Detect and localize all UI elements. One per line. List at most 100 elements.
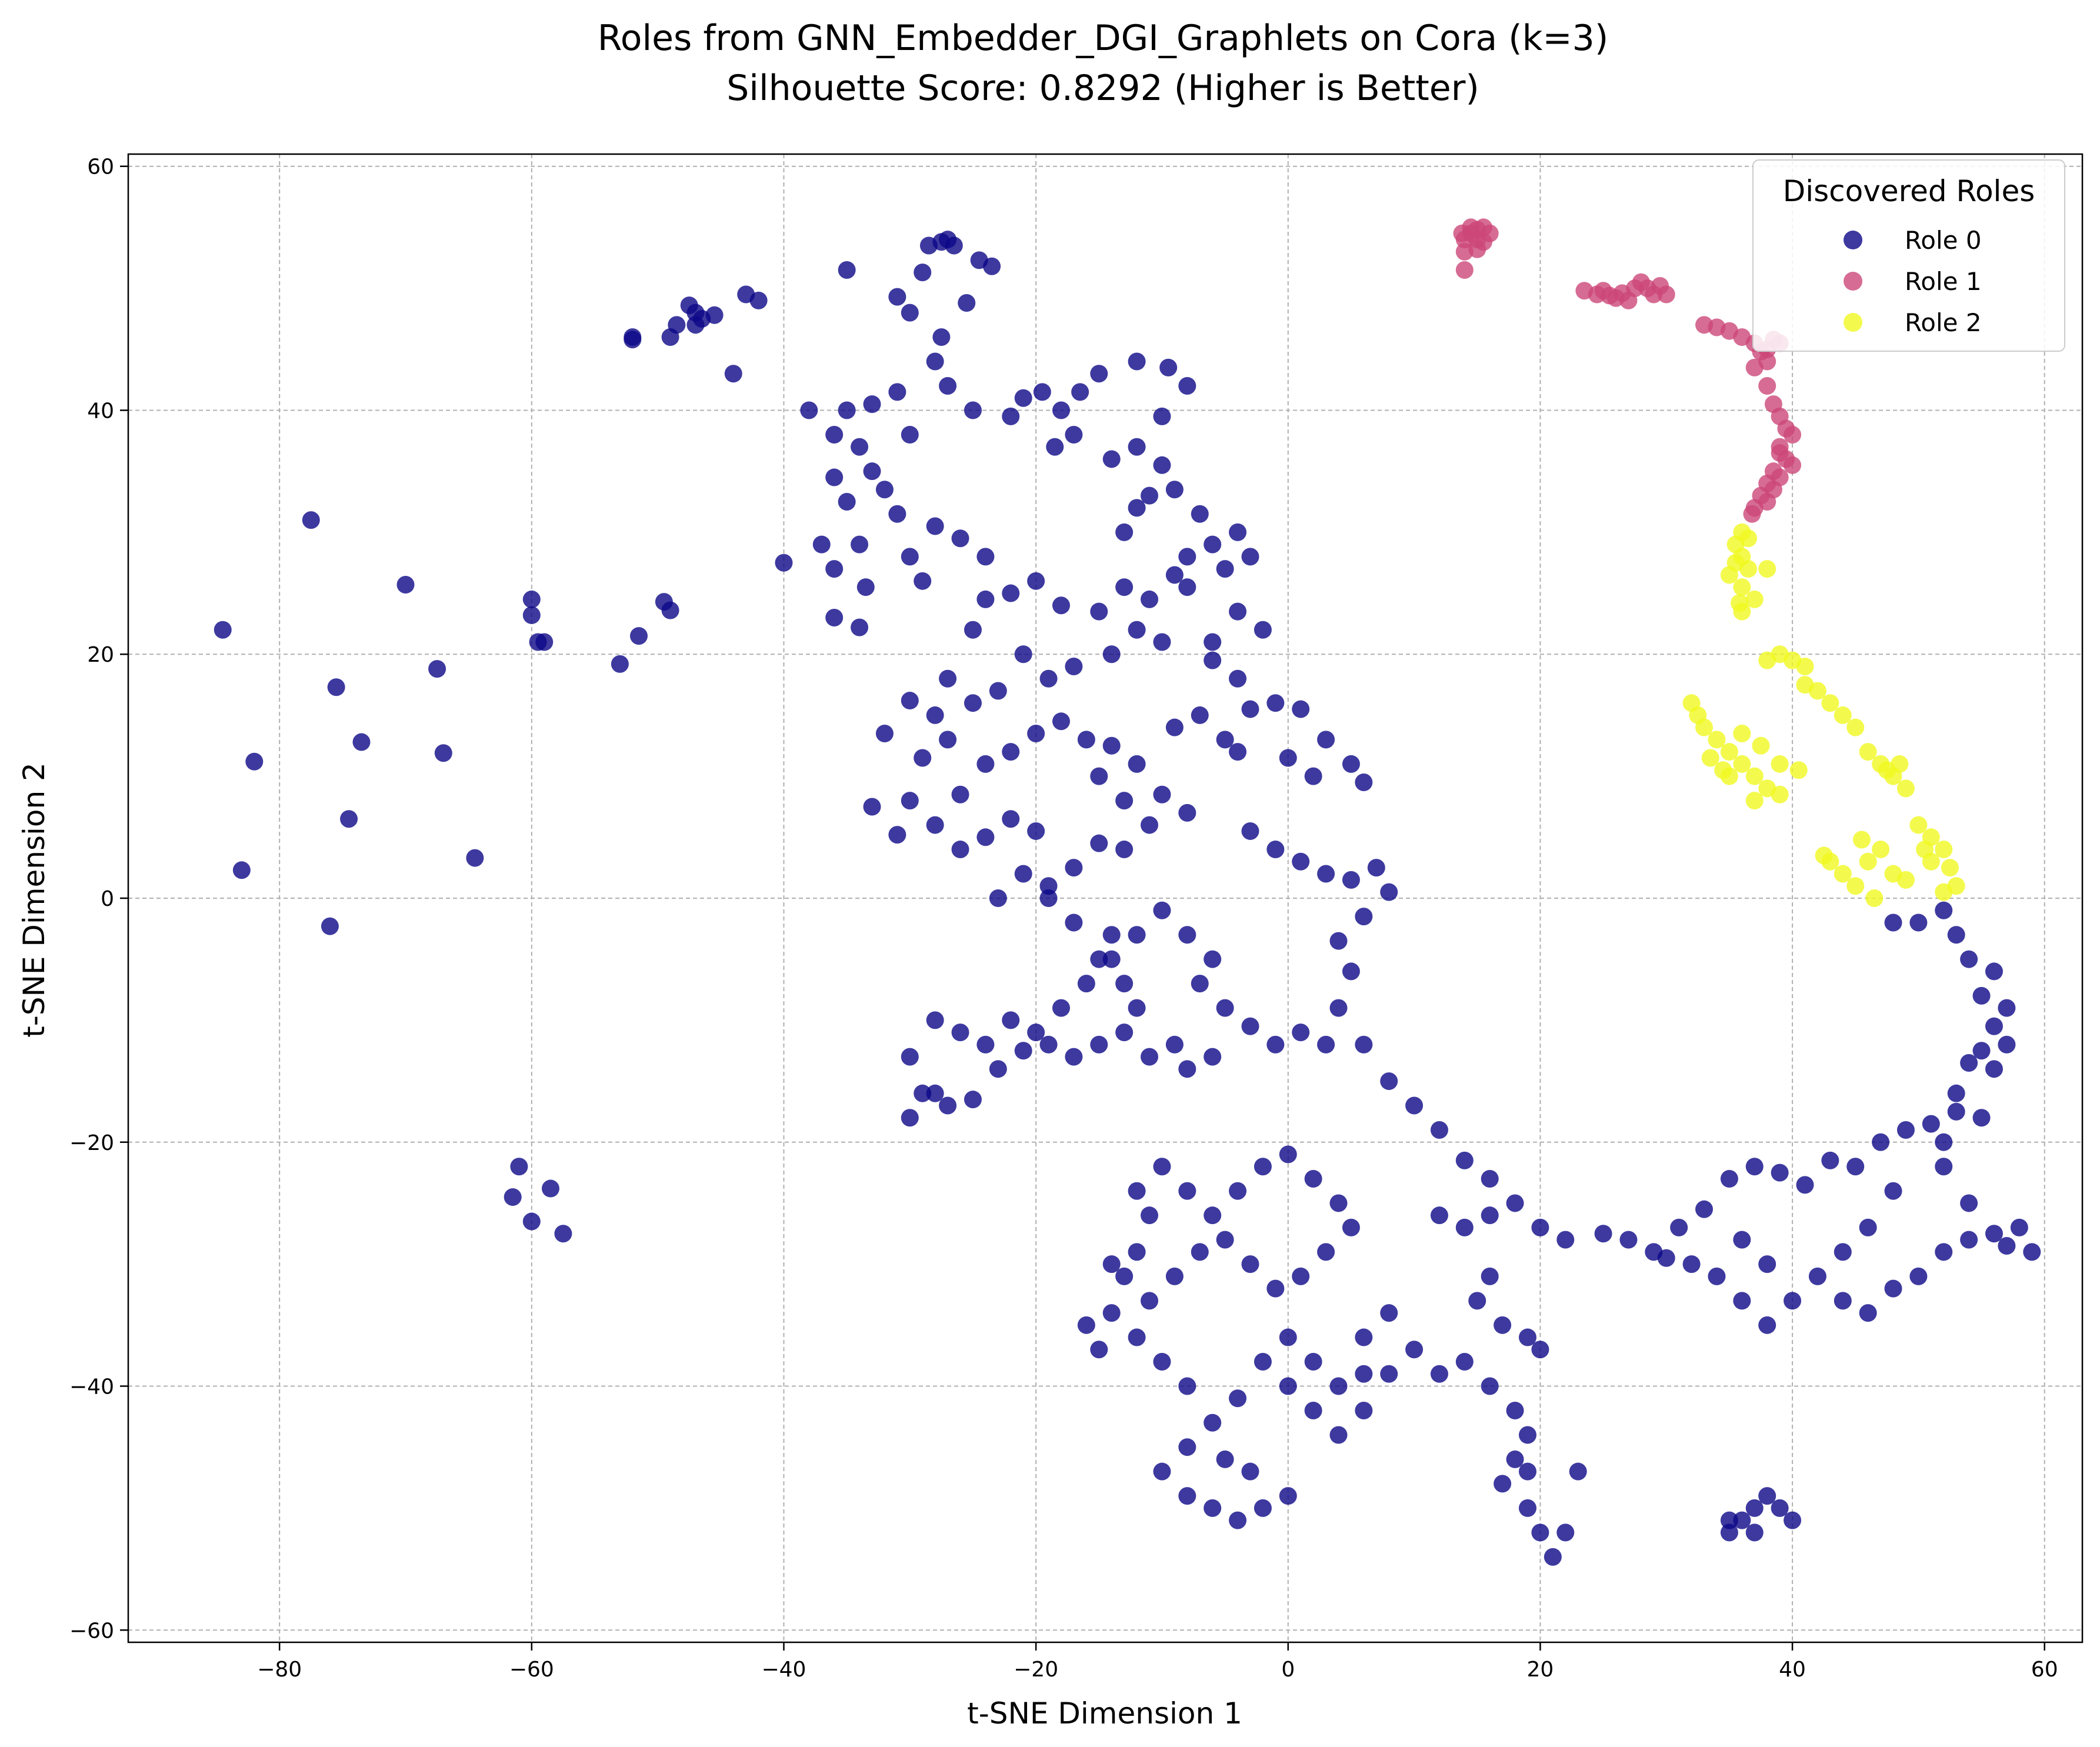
data-point bbox=[1128, 352, 1146, 371]
data-point bbox=[1329, 1194, 1348, 1212]
data-point bbox=[939, 1096, 957, 1115]
data-point bbox=[1241, 1462, 1259, 1481]
data-point bbox=[1014, 865, 1032, 883]
data-point bbox=[901, 304, 919, 322]
data-point bbox=[535, 633, 554, 651]
data-point bbox=[686, 316, 705, 334]
data-point bbox=[1758, 377, 1776, 395]
data-point bbox=[1430, 1365, 1448, 1383]
data-point bbox=[1941, 859, 1959, 877]
data-point bbox=[1815, 846, 1833, 865]
data-point bbox=[1682, 1255, 1701, 1273]
data-point bbox=[1947, 1102, 1965, 1121]
data-point bbox=[1115, 1023, 1134, 1042]
legend-entries: Role 0 Role 1 Role 2 bbox=[1844, 226, 1982, 337]
data-point bbox=[1153, 456, 1171, 474]
data-point bbox=[1153, 785, 1171, 804]
data-point bbox=[1065, 859, 1083, 877]
data-point bbox=[851, 535, 869, 554]
data-point bbox=[541, 1179, 559, 1198]
data-point bbox=[1771, 1499, 1789, 1517]
legend-marker bbox=[1844, 272, 1862, 291]
data-point bbox=[630, 627, 648, 645]
data-point bbox=[1884, 1279, 1902, 1298]
data-point bbox=[1014, 389, 1032, 407]
data-point bbox=[1229, 1182, 1247, 1200]
data-point bbox=[396, 576, 415, 594]
data-point bbox=[1771, 785, 1789, 804]
data-point bbox=[1178, 1182, 1196, 1200]
data-point bbox=[1014, 645, 1032, 664]
data-point bbox=[1758, 1487, 1776, 1505]
data-point bbox=[919, 236, 938, 255]
data-point bbox=[1178, 1487, 1196, 1505]
data-point bbox=[1960, 950, 1978, 968]
data-point bbox=[1859, 852, 1877, 871]
data-point bbox=[1052, 401, 1070, 419]
data-point bbox=[1204, 1413, 1222, 1432]
data-point bbox=[1102, 450, 1121, 468]
x-tick-label: −40 bbox=[761, 1658, 806, 1682]
data-point bbox=[1846, 877, 1865, 895]
data-point bbox=[1733, 1231, 1751, 1249]
legend-label: Role 1 bbox=[1905, 267, 1982, 296]
data-point bbox=[888, 383, 906, 401]
data-point bbox=[1745, 767, 1764, 785]
data-point bbox=[1859, 743, 1877, 761]
data-point bbox=[340, 810, 358, 828]
data-point bbox=[1115, 578, 1134, 596]
data-point bbox=[926, 352, 944, 371]
data-point bbox=[1771, 468, 1789, 486]
data-point bbox=[939, 669, 957, 688]
data-point bbox=[1380, 1072, 1398, 1091]
data-point bbox=[1204, 535, 1222, 554]
data-point bbox=[1430, 1206, 1448, 1225]
data-point bbox=[680, 296, 698, 315]
data-point bbox=[1670, 1218, 1688, 1236]
data-point bbox=[1935, 1158, 1953, 1176]
data-point bbox=[1027, 572, 1045, 590]
series-role-1 bbox=[1453, 218, 1802, 523]
data-point bbox=[1317, 1243, 1335, 1261]
series-role-0 bbox=[214, 231, 2041, 1566]
data-point bbox=[1468, 221, 1486, 239]
data-point bbox=[1998, 999, 2016, 1017]
data-point bbox=[1355, 773, 1373, 791]
x-tick-label: −60 bbox=[509, 1658, 554, 1682]
data-point bbox=[1455, 1218, 1474, 1236]
data-point bbox=[1178, 804, 1196, 822]
data-point bbox=[466, 849, 484, 867]
y-tick-label: −40 bbox=[69, 1375, 114, 1399]
data-point bbox=[1743, 505, 1761, 523]
data-point bbox=[1153, 407, 1171, 425]
data-point bbox=[321, 917, 339, 935]
data-point bbox=[1380, 1304, 1398, 1322]
data-point bbox=[1165, 566, 1184, 584]
data-point bbox=[1619, 1231, 1638, 1249]
data-point bbox=[1128, 926, 1146, 944]
data-point bbox=[951, 785, 969, 804]
data-point bbox=[812, 535, 831, 554]
data-point bbox=[1784, 425, 1802, 444]
data-point bbox=[825, 560, 844, 578]
data-point bbox=[1985, 962, 2003, 981]
data-point bbox=[951, 529, 969, 548]
data-point bbox=[1494, 1475, 1512, 1493]
data-point bbox=[964, 621, 982, 639]
data-point bbox=[1191, 505, 1209, 523]
data-point bbox=[1216, 731, 1234, 749]
data-point bbox=[838, 401, 856, 419]
data-point bbox=[1506, 1194, 1524, 1212]
data-point bbox=[1191, 1243, 1209, 1261]
data-point bbox=[1102, 1304, 1121, 1322]
data-point bbox=[1355, 1401, 1373, 1419]
data-point bbox=[1241, 1017, 1259, 1035]
data-point bbox=[1317, 731, 1335, 749]
data-point bbox=[1279, 1145, 1297, 1163]
data-point bbox=[1852, 831, 1871, 849]
data-point bbox=[1071, 383, 1089, 401]
data-point bbox=[1909, 1267, 1928, 1285]
data-point bbox=[914, 264, 932, 282]
data-point bbox=[1002, 810, 1020, 828]
legend-marker bbox=[1844, 231, 1862, 249]
